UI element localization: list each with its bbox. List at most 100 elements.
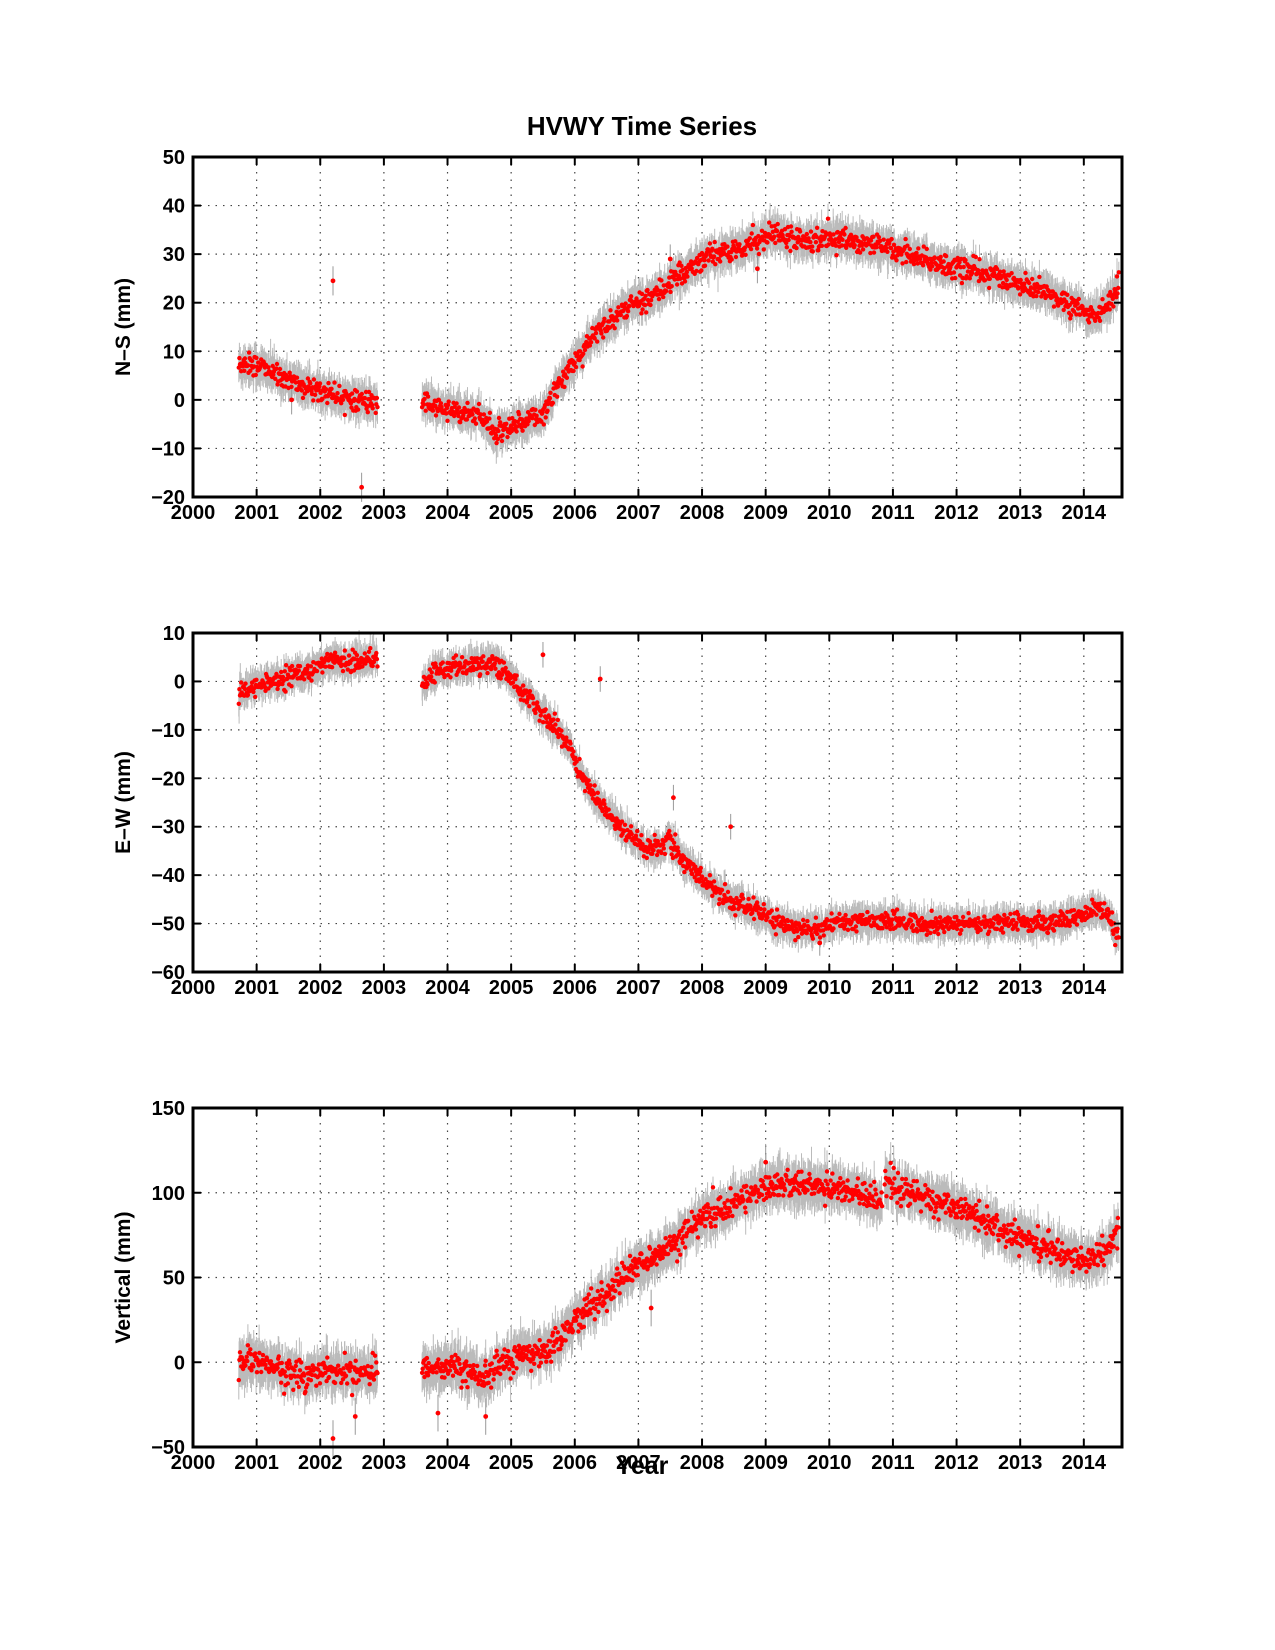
x-tick-label: 2012: [934, 977, 979, 999]
data-point: [1004, 1227, 1009, 1232]
x-tick-label: 2006: [553, 977, 598, 999]
data-point: [559, 378, 565, 383]
data-point: [682, 279, 688, 284]
data-point: [1113, 942, 1118, 948]
data-point: [1044, 284, 1049, 289]
data-point: [675, 1259, 680, 1264]
data-point: [1100, 297, 1105, 302]
data-point: [578, 349, 583, 354]
data-point: [280, 681, 285, 687]
data-point: [640, 307, 645, 312]
data-point: [879, 1204, 885, 1209]
data-point: [531, 1354, 536, 1360]
data-point: [341, 1366, 346, 1371]
data-point: [325, 400, 330, 406]
outlier-point: [289, 397, 295, 403]
data-point: [308, 664, 314, 669]
data-point: [441, 1369, 446, 1374]
data-point: [484, 419, 490, 424]
data-point: [251, 1364, 256, 1369]
data-point: [282, 1391, 287, 1396]
data-point: [573, 364, 579, 370]
data-point: [1097, 1242, 1102, 1247]
data-point: [765, 240, 770, 245]
data-point: [593, 330, 599, 336]
data-point: [445, 418, 450, 423]
data-point: [652, 832, 657, 838]
data-point: [652, 1256, 657, 1262]
data-point: [669, 284, 674, 289]
data-point: [374, 395, 380, 401]
x-tick-label: 2002: [298, 502, 343, 524]
data-point: [333, 1366, 338, 1372]
data-point: [1023, 270, 1028, 276]
data-point: [1003, 1244, 1008, 1250]
data-point: [544, 1359, 549, 1364]
data-point: [943, 253, 949, 259]
data-point: [445, 1371, 451, 1377]
data-point: [897, 246, 903, 251]
data-point: [555, 384, 560, 389]
data-point: [325, 1355, 330, 1360]
outlier-point: [435, 1410, 441, 1416]
data-point: [245, 692, 251, 698]
data-point: [891, 249, 896, 254]
data-point: [1102, 901, 1107, 906]
data-point: [345, 1381, 350, 1386]
data-point: [373, 410, 378, 416]
x-tick-label: 2000: [171, 977, 216, 999]
data-point: [916, 246, 921, 251]
data-point: [889, 236, 894, 242]
data-point: [813, 240, 819, 245]
data-point: [704, 1216, 710, 1222]
data-point: [432, 680, 437, 685]
data-point: [821, 933, 826, 938]
x-tick-label: 2002: [298, 977, 343, 999]
data-point: [487, 416, 492, 421]
x-tick-label: 2014: [1062, 977, 1107, 999]
data-point: [1116, 1225, 1121, 1230]
data-point: [814, 225, 820, 230]
data-point: [1016, 912, 1021, 917]
data-point: [500, 433, 505, 438]
data-point: [804, 931, 809, 936]
data-point: [1070, 1257, 1076, 1263]
data-point: [894, 258, 899, 263]
x-tick-label: 2014: [1062, 502, 1107, 524]
x-tick-label: 2005: [489, 977, 534, 999]
y-axis-label: Vertical (mm): [112, 1212, 135, 1344]
data-point: [865, 909, 870, 915]
data-point: [781, 1182, 787, 1187]
data-point: [625, 309, 631, 314]
panel-ns: 2000 2001 2002 2003 2004 2005 2006 2007 2008 2009…: [112, 147, 1124, 524]
data-point: [642, 302, 648, 308]
data-point: [300, 395, 306, 401]
data-point: [904, 259, 909, 265]
data-point: [990, 1231, 996, 1237]
data-point: [316, 1367, 321, 1372]
x-tick-label: 2005: [489, 1452, 534, 1474]
data-point: [458, 661, 463, 666]
data-point: [738, 898, 743, 903]
data-point: [496, 415, 502, 421]
data-point: [545, 408, 550, 413]
x-tick-label: 2004: [425, 977, 470, 999]
data-point: [1049, 1240, 1055, 1246]
data-point: [828, 1178, 833, 1183]
data-point: [661, 294, 666, 300]
data-point: [1009, 1241, 1015, 1247]
data-point: [426, 1360, 431, 1366]
data-point: [499, 672, 505, 677]
data-point: [520, 428, 525, 433]
data-point: [623, 301, 628, 306]
data-point: [279, 1360, 284, 1366]
data-point: [799, 1169, 804, 1174]
data-point: [1015, 927, 1020, 932]
outlier-point: [359, 484, 365, 490]
data-point: [470, 412, 475, 417]
data-point: [595, 1288, 600, 1294]
data-point: [709, 1224, 714, 1229]
data-point: [563, 1338, 568, 1343]
data-point: [699, 874, 705, 879]
data-point: [764, 1195, 769, 1201]
